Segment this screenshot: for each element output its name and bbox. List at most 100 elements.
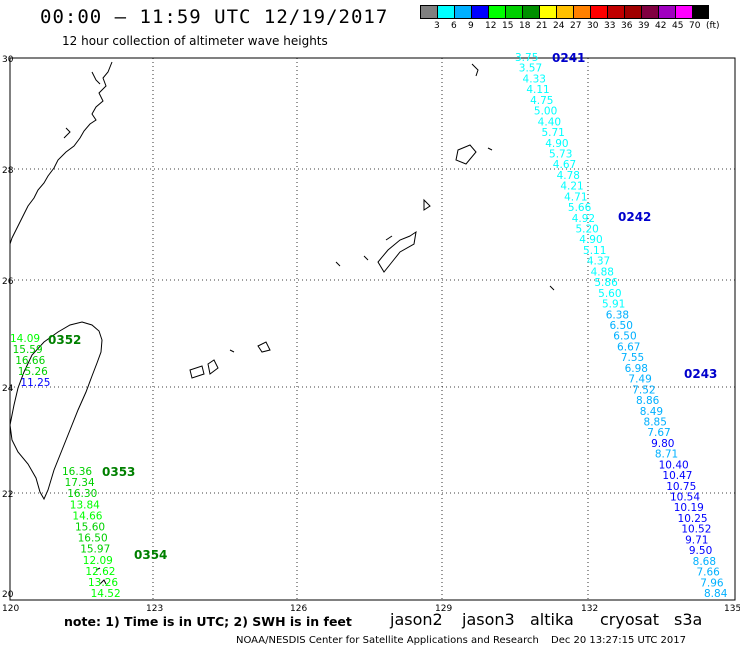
wave-height-obs: 16.50 [78,533,108,545]
wave-height-obs: 8.68 [693,556,716,568]
wave-height-obs: 6.38 [606,309,629,321]
china-inlet [91,71,101,85]
wave-height-obs: 3.75 [515,52,538,64]
wave-height-obs: 10.54 [670,492,700,504]
island-small-1 [487,147,493,151]
colorbar-label: 18 [519,21,531,31]
wave-height-obs: 13.26 [88,577,118,589]
footer-timestamp: Dec 20 13:27:15 UTC 2017 [551,635,686,646]
wave-height-obs: 15.59 [13,344,43,356]
colorbar-swatch [539,5,556,19]
lat-label-20: 20 [2,590,14,600]
colorbar-swatch [454,5,471,19]
colorbar-label: 3 [434,21,440,31]
wave-height-obs: 17.34 [65,477,95,489]
pass-label-0241: 0241 [552,51,585,65]
wave-height-obs: 16.30 [67,488,97,500]
wave-height-obs: 14.09 [10,333,40,345]
wave-height-obs: 4.33 [523,73,546,85]
colorbar-swatch [624,5,641,19]
wave-height-obs: 4.37 [587,256,610,268]
colorbar-swatch [692,5,709,19]
lat-label-22: 22 [2,490,13,500]
wave-height-obs: 5.00 [534,106,557,118]
pass-label-0352: 0352 [48,333,81,347]
colorbar-swatch [573,5,590,19]
island-small-5 [363,255,369,261]
wave-height-obs: 4.90 [579,234,602,246]
wave-height-obs: 15.26 [18,366,48,378]
wave-height-obs: 6.98 [625,363,648,375]
colorbar-swatch [420,5,437,19]
island-kyushu-south [471,63,479,77]
lon-label-135: 135 [724,604,740,614]
china-coastline [9,61,113,245]
wave-height-obs: 8.84 [704,588,728,600]
island-small-2 [423,198,431,211]
wave-height-obs: 10.25 [678,513,708,525]
wave-height-obs: 5.66 [568,202,592,214]
colorbar-label: (ft) [706,21,720,31]
colorbar-swatch [641,5,658,19]
lat-label-28: 28 [2,166,14,176]
wave-height-obs: 4.75 [530,95,553,107]
colorbar-swatch [488,5,505,19]
wave-height-obs: 5.20 [575,224,598,236]
wave-height-obs: 7.67 [647,427,670,439]
wave-height-obs: 4.40 [538,116,561,128]
coastlines [9,61,555,585]
lon-label-129: 129 [435,604,452,614]
mission-cryosat: cryosat [600,610,660,629]
wave-height-obs: 6.50 [613,331,636,343]
wave-height-obs: 5.73 [549,148,572,160]
colorbar-swatch [607,5,624,19]
chart-subtitle: 12 hour collection of altimeter wave hei… [62,34,328,48]
china-inlet-2 [63,127,71,139]
wave-height-obs: 10.47 [662,470,692,482]
colorbar-label: 42 [655,21,667,31]
pass-label-0243: 0243 [684,367,717,381]
colorbar-label: 33 [604,21,616,31]
pass-label-0354: 0354 [134,548,167,562]
colorbar-label: 27 [570,21,582,31]
wave-height-obs: 8.49 [640,406,663,418]
wave-height-obs: 9.80 [651,438,674,450]
wave-height-obs: 16.36 [62,466,92,478]
colorbar-label: 24 [553,21,565,31]
wave-height-obs: 5.91 [602,299,625,311]
wave-height-obs: 7.49 [628,374,651,386]
lon-label-120: 120 [2,604,19,614]
wave-height-obs: 10.75 [666,481,696,493]
island-ishigaki [189,365,205,379]
wave-height-obs: 8.71 [655,449,678,461]
island-small-6 [229,349,235,353]
colorbar-swatch [556,5,573,19]
wave-height-obs: 5.60 [598,288,621,300]
wave-height-obs: 8.86 [636,395,660,407]
chart-title: 00:00 – 11:59 UTC 12/19/2017 [40,6,389,28]
wave-height-obs: 14.66 [72,510,102,522]
lon-label-123: 123 [146,604,163,614]
colorbar [420,5,709,19]
colorbar-label: 70 [689,21,701,31]
wave-height-obs: 4.67 [553,159,576,171]
colorbar-label: 36 [621,21,633,31]
colorbar-swatch [658,5,675,19]
wave-height-obs: 7.66 [696,567,720,579]
graticule [10,58,735,600]
wave-height-obs: 4.90 [545,138,568,150]
colorbar-labels: 3 6 9 12 15 18 21 24 27 30 33 36 39 42 45 70 (ft) [420,21,740,33]
footer-credit: NOAA/NESDIS Center for Satellite Applica… [236,635,539,646]
mission-s3a: s3a [674,610,703,629]
wave-height-obs: 10.19 [674,502,704,514]
map-frame [9,57,736,601]
wave-height-obs: 4.92 [572,213,595,225]
taiwan-coastline [9,321,103,501]
mission-jason2: jason2 [390,610,443,629]
wave-height-obs: 4.11 [526,84,549,96]
altimeter-track-0353-0354: 16.3617.3416.3013.8414.6615.6016.5015.97… [62,466,121,600]
lon-label-132: 132 [581,604,598,614]
island-lanyu [99,579,107,585]
colorbar-swatch [675,5,692,19]
